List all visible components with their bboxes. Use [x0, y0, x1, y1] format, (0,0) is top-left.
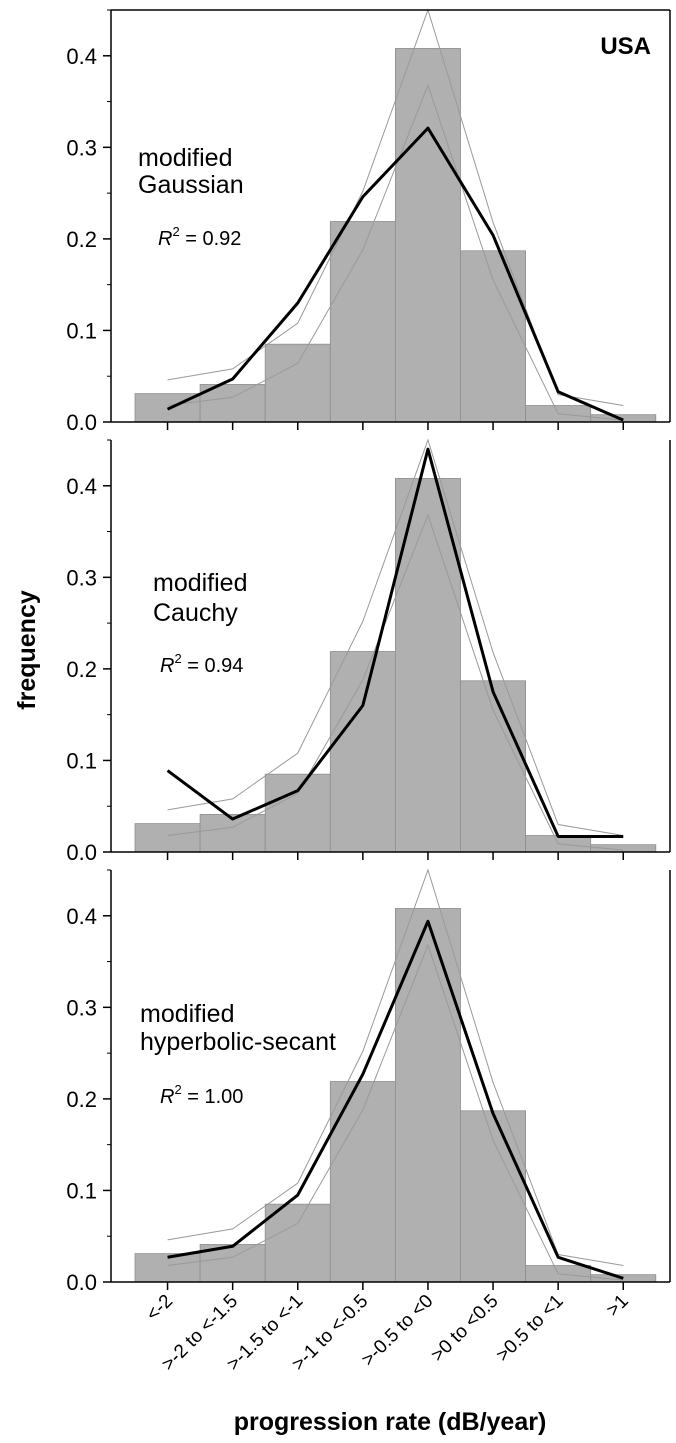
- x-category-label: <-2: [142, 1291, 177, 1326]
- bar-6: [460, 680, 526, 853]
- r-squared-exponent: 2: [174, 1082, 181, 1097]
- ci-upper-line: [167, 868, 624, 1267]
- x-category-label: >1: [603, 1291, 633, 1321]
- bar-4: [329, 651, 396, 853]
- x-category-label: >0 to <0.5: [427, 1291, 502, 1366]
- bar-5: [394, 908, 461, 1283]
- x-axis-title: progression rate (dB/year): [234, 1408, 547, 1436]
- model-name-line2: Cauchy: [153, 599, 238, 627]
- r-squared: R2 = 0.94: [160, 651, 243, 677]
- bar-5: [394, 48, 461, 423]
- bar-6: [460, 1110, 526, 1283]
- bar-2: [199, 384, 266, 423]
- y-tick-label: 0.4: [66, 904, 97, 929]
- y-tick-label: 0.2: [66, 657, 97, 682]
- r-squared-exponent: 2: [172, 224, 179, 239]
- model-name-line1: modified: [140, 1000, 235, 1028]
- panel-3: 0.0 0.1 0.2 0.3 0.4 modifiedhyperbolic-secant…: [66, 868, 671, 1295]
- y-tick-label: 0.4: [66, 44, 97, 69]
- bar-4: [329, 1081, 396, 1283]
- r-squared: R2 = 1.00: [160, 1082, 243, 1108]
- y-tick-label: 0.0: [66, 410, 97, 435]
- bar-3: [264, 343, 331, 423]
- r-squared-value: = 1.00: [182, 1086, 244, 1108]
- ci-lower-line: [167, 513, 624, 851]
- r-squared-symbol: R: [160, 655, 174, 677]
- r-squared-value: = 0.94: [182, 655, 244, 677]
- y-tick-label: 0.3: [66, 135, 97, 160]
- y-tick-label: 0.1: [66, 1178, 97, 1203]
- x-category-label: >-0.5 to <0: [358, 1291, 438, 1371]
- y-tick-label: 0.2: [66, 227, 97, 252]
- bar-3: [264, 1203, 331, 1283]
- bar-2: [199, 814, 266, 853]
- ci-lower-line: [167, 83, 624, 421]
- ci-upper-line: [167, 438, 624, 837]
- model-name-line2: hyperbolic-secant: [140, 1028, 336, 1056]
- model-name-line2: Gaussian: [138, 171, 244, 199]
- fit-line: [166, 126, 624, 422]
- y-tick-label: 0.1: [66, 318, 97, 343]
- bar-4: [329, 221, 396, 423]
- x-category-label: >0.5 to <1: [492, 1291, 567, 1366]
- r-squared-symbol: R: [160, 1086, 174, 1108]
- bar-1: [134, 823, 201, 853]
- country-label: USA: [600, 33, 651, 60]
- bar-1: [134, 1253, 201, 1283]
- y-tick-label: 0.3: [66, 565, 97, 590]
- y-tick-label: 0.2: [66, 1087, 97, 1112]
- y-tick-label: 0.3: [66, 995, 97, 1020]
- y-tick-label: 0.0: [66, 840, 97, 865]
- y-tick-label: 0.1: [66, 748, 97, 773]
- r-squared-symbol: R: [158, 228, 172, 250]
- r-squared-exponent: 2: [174, 651, 181, 666]
- y-axis-title: frequency: [13, 590, 41, 710]
- bar-6: [460, 250, 526, 423]
- fit-line: [167, 919, 624, 1280]
- r-squared-value: = 0.92: [180, 228, 242, 250]
- y-tick-label: 0.4: [66, 474, 97, 499]
- y-tick-label: 0.0: [66, 1270, 97, 1295]
- model-name-line1: modified: [138, 144, 233, 172]
- fit-line: [166, 447, 624, 838]
- ci-lower-line: [167, 943, 624, 1281]
- r-squared: R2 = 0.92: [158, 224, 241, 250]
- bar-3: [264, 773, 331, 853]
- model-name-line1: modified: [153, 569, 248, 597]
